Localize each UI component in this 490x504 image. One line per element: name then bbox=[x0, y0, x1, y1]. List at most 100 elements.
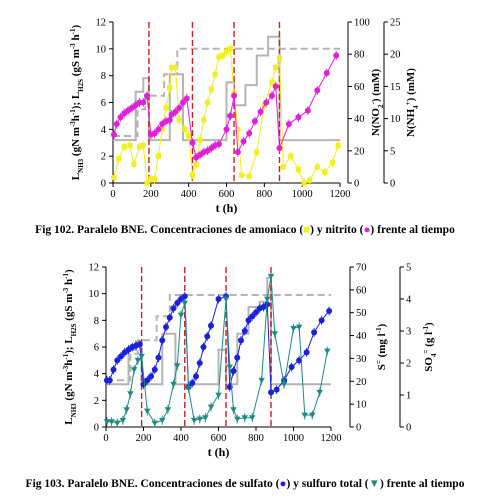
nitrite-point bbox=[227, 112, 234, 119]
nitrite-point bbox=[113, 120, 120, 127]
sulfide-point bbox=[271, 331, 278, 337]
caption-103-sulfate-symbol: ● bbox=[279, 478, 287, 490]
sulfide-point bbox=[215, 392, 222, 399]
x-tick-label: 800 bbox=[256, 189, 272, 200]
sulfide-point bbox=[185, 385, 192, 392]
nitrite-point bbox=[246, 130, 253, 137]
sulfide-point bbox=[324, 348, 331, 355]
sulfide-point bbox=[127, 391, 134, 397]
nitrite-point bbox=[176, 104, 183, 111]
right-axis-2-tick-label: 2 bbox=[406, 359, 411, 370]
sulfate-point bbox=[288, 364, 295, 370]
nitrite-point bbox=[240, 138, 247, 145]
caption-102-ammonia-symbol: ■ bbox=[303, 224, 311, 236]
y-tick-label: 2 bbox=[101, 152, 106, 163]
sulfate-point bbox=[155, 354, 162, 361]
y-tick-label: 12 bbox=[89, 263, 100, 274]
sulfide-point bbox=[301, 412, 308, 419]
sulfate-point bbox=[151, 366, 158, 373]
x-tick-label: 200 bbox=[143, 189, 159, 200]
right-axis-2-tick-label: 1 bbox=[406, 391, 411, 402]
ammonia-point bbox=[140, 142, 146, 149]
sulfide-point bbox=[114, 420, 121, 427]
ammonia-point bbox=[182, 126, 188, 132]
ammonia-point bbox=[201, 117, 207, 123]
sulfate-point bbox=[118, 353, 124, 360]
dashed-step-line bbox=[106, 294, 331, 382]
right-axis-2-tick-label: 25 bbox=[390, 18, 401, 29]
y-axis-label-right-1: S= (mg l-1) bbox=[375, 323, 388, 370]
sulfide-point bbox=[267, 273, 275, 280]
ammonia-point bbox=[235, 126, 241, 132]
right-axis-1-tick-label: 10 bbox=[356, 400, 367, 411]
ammonia-point bbox=[152, 176, 158, 182]
sulfate-point bbox=[303, 349, 310, 356]
ammonia-point bbox=[148, 176, 154, 182]
right-axis-2-tick-label: 10 bbox=[390, 114, 401, 125]
nitrite-point bbox=[144, 92, 151, 99]
ammonia-point bbox=[216, 54, 222, 60]
sulfate-point bbox=[234, 354, 241, 361]
nitrite-point bbox=[304, 107, 311, 114]
right-axis-1-tick-label: 50 bbox=[356, 308, 367, 319]
sulfate-point bbox=[311, 329, 318, 336]
sulfide-point bbox=[123, 407, 130, 413]
ammonia-point bbox=[335, 142, 341, 149]
sulfide-point bbox=[108, 419, 115, 425]
nitrite-series-line bbox=[113, 55, 337, 159]
x-tick-label: 1000 bbox=[283, 433, 304, 444]
sulfate-point bbox=[296, 357, 303, 364]
sulfate-point bbox=[148, 373, 154, 380]
y-tick-label: 8 bbox=[94, 316, 99, 327]
sulfate-point bbox=[181, 293, 188, 300]
right-axis-2-tick-label: 15 bbox=[390, 82, 401, 93]
ammonia-point bbox=[239, 172, 245, 178]
y-tick-label: 10 bbox=[96, 44, 107, 55]
sulfide-point bbox=[170, 381, 177, 388]
caption-102-text-3: ) frente al tiempo bbox=[370, 224, 455, 236]
sulfate-point bbox=[136, 341, 143, 348]
ammonia-point bbox=[116, 156, 122, 162]
y-tick-label: 12 bbox=[96, 18, 107, 29]
ammonia-point bbox=[136, 144, 143, 150]
ammonia-point bbox=[212, 71, 218, 77]
nitrite-point bbox=[268, 92, 275, 99]
ammonia-point bbox=[169, 65, 175, 71]
ammonia-point bbox=[280, 164, 286, 170]
sulfate-point bbox=[238, 337, 244, 344]
sulfate-point bbox=[245, 317, 252, 324]
y-axis-label-right-2: SO4= (g l-1) bbox=[422, 322, 438, 372]
sulfate-point bbox=[318, 317, 325, 324]
x-tick-label: 200 bbox=[136, 433, 152, 444]
right-axis-2-tick-label: 0 bbox=[406, 423, 411, 434]
sulfide-point bbox=[202, 415, 209, 421]
ammonia-point bbox=[301, 180, 307, 186]
x-axis-label: t (h) bbox=[216, 201, 238, 215]
x-tick-label: 1200 bbox=[321, 433, 342, 444]
nitrite-point bbox=[215, 141, 222, 148]
sulfide-point bbox=[138, 353, 145, 360]
right-axis-1-tick-label: 70 bbox=[356, 263, 367, 274]
right-axis-1-tick-label: 40 bbox=[354, 114, 365, 125]
chart-sulfate-sulfide: 0 200 400 600 800 1000 12000246810120102030405… bbox=[62, 263, 438, 460]
ammonia-point bbox=[246, 173, 252, 179]
right-axis-2-tick-label: 20 bbox=[390, 50, 401, 61]
ammonia-point bbox=[204, 99, 211, 106]
x-tick-label: 600 bbox=[211, 433, 227, 444]
sulfide-point bbox=[164, 407, 172, 413]
caption-103-text-2: ) y sulfuro total ( bbox=[286, 478, 369, 490]
sulfide-point bbox=[190, 417, 198, 424]
x-tick-label: 1200 bbox=[330, 189, 351, 200]
figure-caption-102: Fig 102. Paralelo BNE. Concentraciones d… bbox=[0, 224, 490, 236]
sulfide-point bbox=[309, 412, 316, 419]
sulfate-point bbox=[106, 377, 113, 384]
right-axis-1-tick-label: 100 bbox=[354, 18, 370, 29]
ammonia-point bbox=[131, 161, 137, 167]
y-tick-label: 4 bbox=[101, 125, 107, 136]
sulfide-series-line bbox=[106, 276, 328, 424]
y-tick-label: 10 bbox=[89, 289, 100, 300]
sulfide-point bbox=[280, 381, 288, 388]
nitrite-point bbox=[257, 108, 264, 115]
sulfide-point bbox=[234, 416, 241, 423]
x-tick-label: 1000 bbox=[292, 189, 313, 200]
